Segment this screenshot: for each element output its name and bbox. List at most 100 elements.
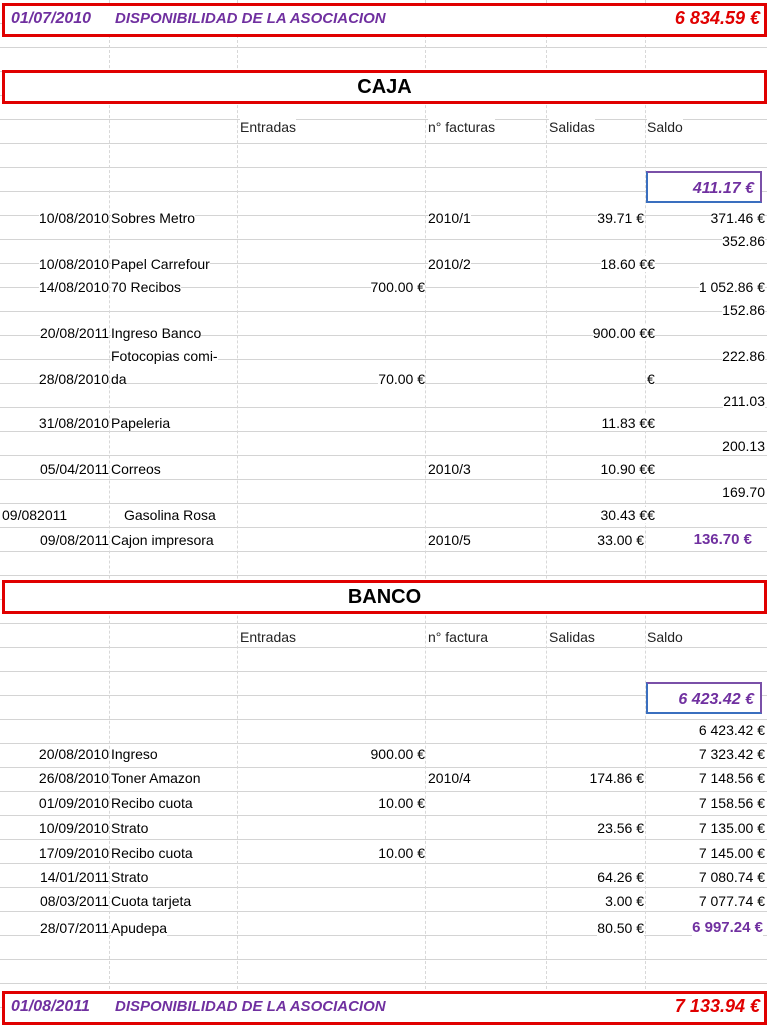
banco-row-salidas[interactable]: 23.56 € [597, 820, 644, 836]
banco-row-saldo[interactable]: 7 080.74 € [698, 869, 765, 885]
caja-row-entradas[interactable]: 700.00 € [370, 279, 425, 295]
banco-start-balance[interactable]: 6 423.42 € [646, 682, 762, 714]
caja-row-saldo[interactable]: 352.86 [722, 233, 765, 249]
banco-row-salidas[interactable]: 80.50 € [597, 920, 644, 936]
caja-row-date[interactable]: 10/08/2010 [38, 210, 109, 226]
caja-header-saldo[interactable]: Saldo [647, 119, 683, 135]
top-availability-label[interactable]: DISPONIBILIDAD DE LA ASOCIACION [115, 10, 386, 27]
caja-row-factura[interactable]: 2010/3 [428, 461, 471, 477]
banco-title[interactable]: BANCO [347, 586, 422, 608]
caja-row-date[interactable]: 10/08/2010 [38, 256, 109, 272]
bottom-availability-box: 01/08/2011 DISPONIBILIDAD DE LA ASOCIACI… [2, 991, 767, 1025]
caja-row-saldo[interactable]: 371.46 € [710, 210, 765, 226]
caja-row-concept[interactable]: Cajon impresora [111, 532, 214, 548]
caja-row-factura[interactable]: 2010/2 [428, 256, 471, 272]
caja-row-saldo[interactable]: 200.13 [722, 438, 765, 454]
caja-row-date[interactable]: 09/08/2011 [39, 532, 109, 548]
banco-row-concept[interactable]: Recibo cuota [111, 795, 193, 811]
caja-row-saldo[interactable]: 169.70 [722, 484, 765, 500]
caja-row-salidas[interactable]: 18.60 €€ [600, 256, 655, 272]
caja-row-salidas[interactable]: 11.83 €€ [601, 415, 655, 431]
caja-row-factura[interactable]: 2010/5 [428, 532, 471, 548]
caja-header-facturas[interactable]: n° facturas [428, 119, 496, 135]
banco-row-factura[interactable]: 2010/4 [428, 770, 471, 786]
banco-row-saldo[interactable]: 7 323.42 € [698, 746, 765, 762]
caja-final-balance[interactable]: 136.70 € [693, 531, 752, 548]
caja-row-saldo[interactable]: 152.86 [722, 302, 765, 318]
banco-row-saldo[interactable]: 7 077.74 € [698, 893, 765, 909]
caja-row-salidas[interactable]: 10.90 €€ [600, 461, 655, 477]
banco-row-date[interactable]: 01/09/2010 [38, 795, 109, 811]
caja-row-salidas[interactable]: € [647, 371, 655, 387]
caja-row-salidas[interactable]: 39.71 € [597, 210, 644, 226]
caja-row-concept[interactable]: Papel Carrefour [111, 256, 210, 272]
banco-row-concept[interactable]: Recibo cuota [111, 845, 193, 861]
banco-row-concept[interactable]: Ingreso [111, 746, 158, 762]
caja-row-saldo[interactable]: 211.03 [723, 393, 765, 409]
caja-row-date[interactable]: 28/08/2010 [38, 371, 109, 387]
caja-row-date[interactable]: 05/04/2011 [39, 461, 109, 477]
banco-header-factura[interactable]: n° factura [428, 629, 489, 645]
banco-row-saldo[interactable]: 7 148.56 € [698, 770, 765, 786]
caja-row-entradas[interactable]: 70.00 € [378, 371, 425, 387]
top-availability-box: 01/07/2010 DISPONIBILIDAD DE LA ASOCIACI… [2, 3, 767, 37]
banco-row-concept[interactable]: Strato [111, 869, 149, 885]
bottom-availability-label[interactable]: DISPONIBILIDAD DE LA ASOCIACION [115, 998, 386, 1015]
banco-row-saldo[interactable]: 7 145.00 € [698, 845, 765, 861]
banco-section-title: BANCO [2, 580, 767, 614]
banco-row-date[interactable]: 28/07/2011 [39, 920, 109, 936]
caja-row-factura[interactable]: 2010/1 [428, 210, 471, 226]
banco-header-salidas[interactable]: Salidas [549, 629, 595, 645]
grid-column-line [237, 0, 238, 1024]
banco-row-date[interactable]: 14/01/2011 [39, 869, 109, 885]
caja-row-concept[interactable]: 70 Recibos [111, 279, 182, 295]
caja-row-concept[interactable]: Fotocopias comi- [111, 348, 218, 364]
banco-row-date[interactable]: 17/09/2010 [38, 845, 109, 861]
top-availability-amount[interactable]: 6 834.59 € [674, 8, 760, 28]
caja-row-saldo[interactable]: 1 052.86 € [698, 279, 765, 295]
caja-row-concept[interactable]: Sobres Metro [111, 210, 196, 226]
caja-start-balance[interactable]: 411.17 € [646, 171, 762, 203]
caja-row-concept[interactable]: Correos [111, 461, 161, 477]
caja-row-salidas[interactable]: 33.00 € [597, 532, 644, 548]
caja-row-date[interactable]: 20/08/2011 [39, 325, 109, 341]
banco-header-saldo[interactable]: Saldo [647, 629, 683, 645]
bottom-availability-amount[interactable]: 7 133.94 € [674, 996, 760, 1016]
caja-row-concept[interactable]: Gasolina Rosa [124, 507, 216, 523]
banco-final-balance[interactable]: 6 997.24 € [692, 919, 763, 936]
caja-header-salidas[interactable]: Salidas [549, 119, 595, 135]
bottom-availability-date[interactable]: 01/08/2011 [11, 998, 90, 1015]
caja-row-date[interactable]: 09/082011 [2, 507, 68, 523]
grid-column-line [425, 0, 426, 1024]
top-availability-date[interactable]: 01/07/2010 [11, 10, 92, 27]
banco-row-entradas[interactable]: 900.00 € [370, 746, 425, 762]
banco-row-concept[interactable]: Toner Amazon [111, 770, 201, 786]
caja-row-concept[interactable]: da [111, 371, 127, 387]
banco-row-salidas[interactable]: 64.26 € [597, 869, 644, 885]
banco-row-entradas[interactable]: 10.00 € [378, 845, 425, 861]
grid-column-line [546, 0, 547, 1024]
caja-row-concept[interactable]: Ingreso Banco [111, 325, 202, 341]
caja-row-salidas[interactable]: 900.00 €€ [592, 325, 655, 341]
banco-row-salidas[interactable]: 174.86 € [589, 770, 644, 786]
caja-row-date[interactable]: 14/08/2010 [38, 279, 109, 295]
banco-row-salidas[interactable]: 3.00 € [605, 893, 644, 909]
banco-row-entradas[interactable]: 10.00 € [378, 795, 425, 811]
caja-header-entradas[interactable]: Entradas [240, 119, 297, 135]
banco-row-date[interactable]: 08/03/2011 [39, 893, 109, 909]
banco-row-concept[interactable]: Cuota tarjeta [111, 893, 192, 909]
banco-row-saldo[interactable]: 7 158.56 € [698, 795, 765, 811]
caja-row-concept[interactable]: Papeleria [111, 415, 171, 431]
banco-row-date[interactable]: 26/08/2010 [38, 770, 109, 786]
banco-row-saldo[interactable]: 6 423.42 € [698, 722, 765, 738]
caja-title[interactable]: CAJA [357, 76, 412, 98]
banco-row-saldo[interactable]: 7 135.00 € [698, 820, 765, 836]
banco-row-date[interactable]: 20/08/2010 [38, 746, 109, 762]
caja-row-saldo[interactable]: 222.86 [722, 348, 765, 364]
banco-row-date[interactable]: 10/09/2010 [38, 820, 109, 836]
banco-header-entradas[interactable]: Entradas [240, 629, 297, 645]
caja-row-salidas[interactable]: 30.43 €€ [600, 507, 655, 523]
banco-row-concept[interactable]: Apudepa [111, 920, 168, 936]
caja-row-date[interactable]: 31/08/2010 [38, 415, 109, 431]
banco-row-concept[interactable]: Strato [111, 820, 149, 836]
